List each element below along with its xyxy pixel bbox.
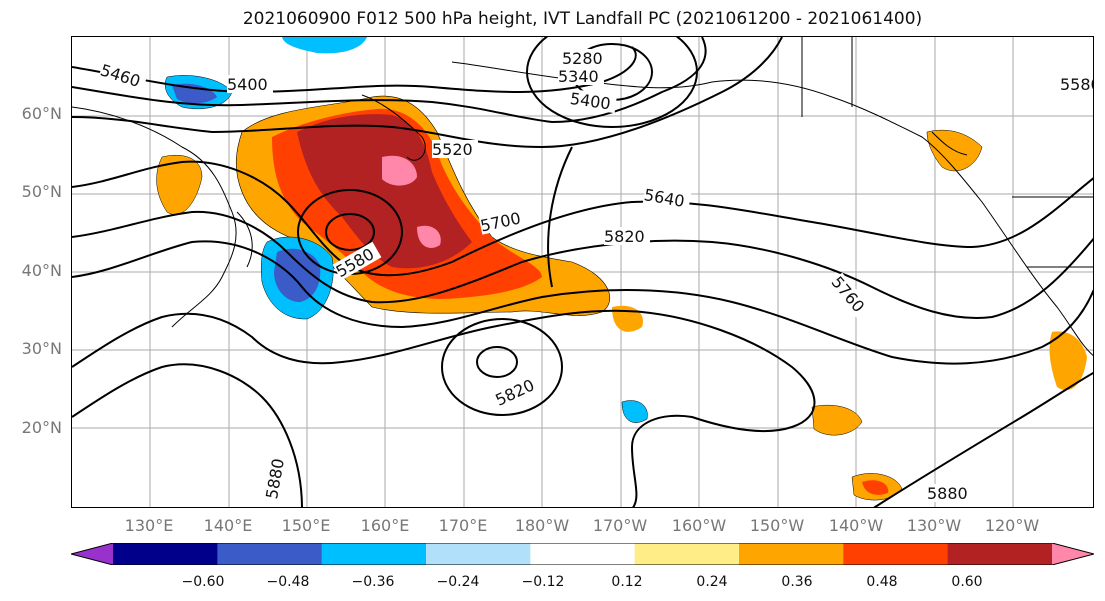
contour-label: 5640 [643,185,686,211]
lon-label: 150°W [749,516,805,535]
map-canvas: 5460 5400 5280 5340 5400 5580 5520 5640 … [72,37,1094,507]
lon-label: 180°W [514,516,570,535]
contour-label: 5280 [562,49,603,68]
colorbar-tick-label: −0.48 [266,574,310,590]
contour-label: 5340 [558,67,599,86]
lat-label: 20°N [21,418,62,437]
colorbar-tick-label: 0.60 [951,574,983,590]
contour-label: 5580 [1060,75,1094,94]
colorbar-segment [217,543,323,565]
contour-label: 5820 [604,227,645,246]
height-contours [72,37,1093,507]
lon-label: 160°W [671,516,727,535]
map-title: 2021060900 F012 500 hPa height, IVT Land… [242,9,923,29]
lon-label: 140°W [828,516,884,535]
contour-label: 5400 [227,75,268,94]
colorbar-segment [634,543,740,565]
lon-label: 120°W [984,516,1040,535]
colorbar-extend-high [1052,543,1094,565]
lat-label: 30°N [21,339,62,358]
lat-label: 60°N [21,104,62,123]
lat-label: 40°N [21,261,62,280]
colorbar-segment [426,543,531,565]
colorbar-tick-label: 0.36 [781,574,813,590]
colorbar-tick-label: −0.60 [181,574,225,590]
lon-label: 130°E [124,516,174,535]
contour-label: 5880 [262,457,288,500]
colorbar-tick-label: 0.12 [611,574,643,590]
contour-label: 5400 [569,89,612,113]
contour-label: 5820 [492,375,537,409]
colorbar-extend-low [71,543,113,565]
lon-label: 160°E [360,516,410,535]
lon-label: 130°W [906,516,962,535]
lon-label: 170°W [592,516,648,535]
lon-label: 140°E [203,516,253,535]
colorbar [71,543,1094,565]
colorbar-segment [321,543,427,565]
contour-label: 5460 [98,60,143,91]
colorbar-segment [530,543,636,565]
colorbar-segment [739,543,844,565]
colorbar-segment [113,543,218,565]
colorbar-tick-label: −0.36 [351,574,395,590]
colorbar-tick-label: −0.12 [521,574,565,590]
lon-label: 170°E [438,516,488,535]
contour-label: 5700 [479,209,523,236]
ivt-shading [156,37,1087,501]
map-panel: 5460 5400 5280 5340 5400 5580 5520 5640 … [71,36,1094,508]
contour-label: 5520 [432,140,473,159]
colorbar-tick-label: −0.24 [436,574,480,590]
lat-label: 50°N [21,182,62,201]
colorbar-tick-label: 0.48 [866,574,898,590]
colorbar-segment [843,543,949,565]
contour-label: 5880 [927,484,968,503]
colorbar-tick-label: 0.24 [696,574,728,590]
lon-label: 150°E [281,516,331,535]
colorbar-segment [947,543,1053,565]
